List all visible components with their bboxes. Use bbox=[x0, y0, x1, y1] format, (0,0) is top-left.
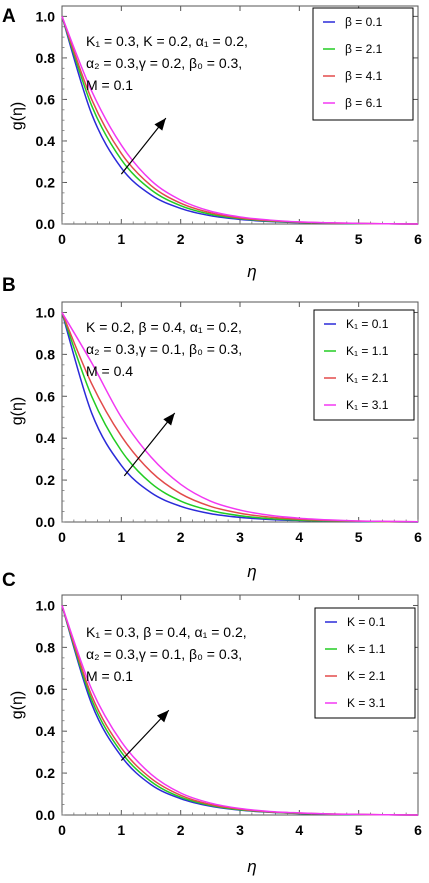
legend: K₁ = 0.1 K₁ = 1.1 K₁ = 2.1 K₁ = 3.1 bbox=[313, 309, 415, 421]
y-tick-label: 0.0 bbox=[36, 216, 56, 232]
parameter-line: K₁ = 0.3, β = 0.4, α₁ = 0.2, bbox=[86, 624, 247, 640]
y-tick-label: 0.2 bbox=[36, 174, 56, 190]
y-tick-label: 0.2 bbox=[36, 472, 56, 488]
parameter-line: α₂ = 0.3,γ = 0.1, β₀ = 0.3, bbox=[86, 341, 242, 357]
trend-arrow-head bbox=[163, 413, 175, 426]
legend-label: β = 4.1 bbox=[345, 69, 383, 83]
x-axis-label: η bbox=[247, 562, 256, 581]
panel-letter: A bbox=[2, 6, 16, 27]
legend-label: K = 1.1 bbox=[347, 642, 386, 656]
trend-arrow-line bbox=[123, 412, 176, 477]
x-tick-label: 3 bbox=[236, 529, 244, 545]
legend-label: β = 0.1 bbox=[345, 15, 383, 29]
y-tick-label: 0.8 bbox=[36, 639, 56, 655]
y-tick-label: 0.4 bbox=[36, 723, 56, 739]
parameter-line: M = 0.1 bbox=[86, 668, 133, 684]
y-tick-label: 0.2 bbox=[36, 765, 56, 781]
legend-label: K = 3.1 bbox=[347, 696, 386, 710]
x-tick-label: 2 bbox=[177, 529, 185, 545]
parameter-line: K = 0.2, β = 0.4, α₁ = 0.2, bbox=[86, 319, 242, 335]
x-tick-label: 6 bbox=[414, 822, 422, 838]
legend: β = 0.1 β = 2.1 β = 4.1 β = 6.1 bbox=[312, 7, 414, 121]
x-tick-label: 0 bbox=[58, 529, 66, 545]
x-tick-label: 3 bbox=[236, 822, 244, 838]
chart-panel-b: B 0 1 2 3 4 5 6 0.0 0.2 0.4 0.6 0.8 1.0 η g(η) K = 0.2, … bbox=[2, 275, 422, 581]
x-tick-label: 5 bbox=[355, 231, 363, 247]
legend-label: K = 0.1 bbox=[347, 615, 386, 629]
y-tick-label: 1.0 bbox=[36, 597, 56, 613]
legend-box bbox=[313, 309, 415, 421]
x-tick-label: 2 bbox=[177, 822, 185, 838]
y-tick-label: 1.0 bbox=[36, 304, 56, 320]
panel-letter: B bbox=[2, 275, 16, 296]
x-tick-label: 3 bbox=[236, 231, 244, 247]
chart-panel-c: C 0 1 2 3 4 5 6 0.0 0.2 0.4 0.6 0.8 1.0 η g(η) K₁ = 0.3,… bbox=[2, 570, 422, 876]
parameter-line: α₂ = 0.3,γ = 0.2, β₀ = 0.3, bbox=[86, 55, 242, 71]
x-tick-label: 0 bbox=[58, 231, 66, 247]
x-tick-label: 6 bbox=[414, 231, 422, 247]
y-tick-label: 0.8 bbox=[36, 50, 56, 66]
y-tick-label: 0.6 bbox=[36, 388, 56, 404]
y-axis-label: g(η) bbox=[9, 102, 26, 130]
y-tick-label: 0.8 bbox=[36, 346, 56, 362]
y-tick-label: 0.4 bbox=[36, 430, 56, 446]
legend-box bbox=[312, 7, 414, 121]
chart-panel-a: A 0 1 2 3 4 5 6 0.0 0.2 0.4 0.6 0.8 1.0 η g(η) K₁ = 0.3,… bbox=[2, 5, 422, 281]
panel-letter: C bbox=[2, 570, 16, 591]
x-axis-label: η bbox=[247, 857, 256, 876]
y-tick-label: 0.0 bbox=[36, 514, 56, 530]
x-tick-label: 4 bbox=[295, 529, 303, 545]
x-tick-label: 1 bbox=[117, 231, 125, 247]
trend-arrow-head bbox=[154, 118, 166, 131]
legend-label: β = 2.1 bbox=[345, 42, 383, 56]
x-tick-label: 5 bbox=[355, 529, 363, 545]
legend-label: K₁ = 0.1 bbox=[346, 317, 389, 331]
y-tick-label: 1.0 bbox=[36, 8, 56, 24]
trend-arrow-head bbox=[156, 710, 169, 723]
legend-label: K₁ = 3.1 bbox=[346, 398, 389, 412]
x-tick-label: 0 bbox=[58, 822, 66, 838]
y-axis-label: g(η) bbox=[9, 397, 26, 425]
x-axis-label: η bbox=[247, 262, 256, 281]
legend: K = 0.1 K = 1.1 K = 2.1 K = 3.1 bbox=[314, 607, 416, 719]
y-tick-label: 0.6 bbox=[36, 681, 56, 697]
x-tick-label: 5 bbox=[355, 822, 363, 838]
y-tick-label: 0.6 bbox=[36, 91, 56, 107]
series-line-4 bbox=[61, 16, 419, 225]
legend-label: K₁ = 1.1 bbox=[346, 344, 389, 358]
legend-label: K₁ = 2.1 bbox=[346, 371, 389, 385]
parameter-line: M = 0.1 bbox=[86, 77, 133, 93]
y-tick-label: 0.4 bbox=[36, 133, 56, 149]
legend-label: β = 6.1 bbox=[345, 96, 383, 110]
legend-label: K = 2.1 bbox=[347, 669, 386, 683]
parameter-line: K₁ = 0.3, K = 0.2, α₁ = 0.2, bbox=[86, 33, 248, 49]
x-tick-label: 4 bbox=[295, 822, 303, 838]
series-line-4 bbox=[61, 605, 419, 816]
legend-box bbox=[314, 607, 416, 719]
series-line-4 bbox=[61, 312, 419, 523]
y-axis-label: g(η) bbox=[9, 691, 26, 719]
x-tick-label: 2 bbox=[177, 231, 185, 247]
parameter-line: α₂ = 0.3,γ = 0.1, β₀ = 0.3, bbox=[86, 646, 242, 662]
x-tick-label: 1 bbox=[117, 529, 125, 545]
x-tick-label: 4 bbox=[295, 231, 303, 247]
x-tick-label: 6 bbox=[414, 529, 422, 545]
x-tick-label: 1 bbox=[117, 822, 125, 838]
y-tick-label: 0.0 bbox=[36, 807, 56, 823]
parameter-line: M = 0.4 bbox=[86, 363, 133, 379]
